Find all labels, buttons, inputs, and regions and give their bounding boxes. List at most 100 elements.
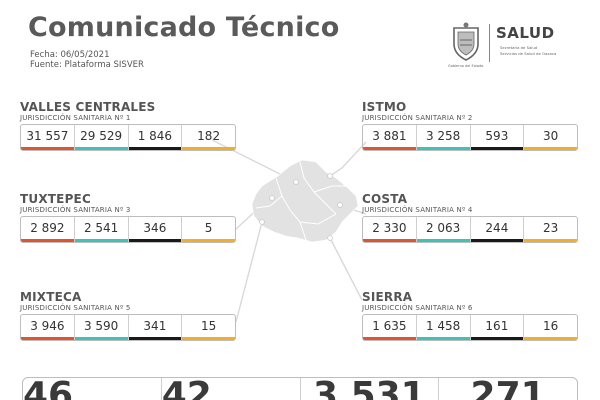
stat-value: 346 — [143, 221, 167, 235]
stat-col2: 3 590 — [74, 315, 129, 340]
region-name: VALLES CENTRALES — [20, 100, 156, 114]
color-bar — [470, 337, 524, 340]
color-bar — [74, 337, 128, 340]
stat-value: 2 330 — [372, 221, 407, 235]
stat-col2: 29 529 — [74, 125, 129, 150]
region-stats: 2 892 2 541 346 5 — [20, 216, 236, 243]
map-marker-costa — [337, 202, 343, 208]
stat-col2: 3 258 — [416, 125, 471, 150]
stat-col3: 1 846 — [128, 125, 183, 150]
color-bar — [128, 337, 182, 340]
region-jurisdiction: JURISDICCIÓN SANITARIA Nº 2 — [362, 114, 473, 122]
stat-col1: 1 635 — [363, 315, 417, 340]
region-name: SIERRA — [362, 290, 413, 304]
total-col3: 3 531 — [301, 378, 440, 400]
stat-col4: 16 — [524, 315, 577, 340]
stat-col1: 31 557 — [21, 125, 75, 150]
region-name: ISTMO — [362, 100, 407, 114]
salud-wordmark: SALUD — [496, 24, 555, 42]
color-bar — [363, 337, 416, 340]
totals-row: 46 241 42 439 3 531 271 — [22, 377, 578, 400]
region-jurisdiction: JURISDICCIÓN SANITARIA Nº 6 — [362, 304, 473, 312]
oaxaca-state-shape — [251, 159, 359, 243]
region-stats: 31 557 29 529 1 846 182 — [20, 124, 236, 151]
stat-value: 2 063 — [425, 221, 461, 235]
region-istmo: ISTMO JURISDICCIÓN SANITARIA Nº 2 3 881 … — [362, 101, 580, 151]
color-bar — [182, 239, 235, 242]
color-bar — [21, 239, 74, 242]
color-bar — [363, 147, 416, 150]
map-marker-mixteca — [259, 219, 265, 225]
region-jurisdiction: JURISDICCIÓN SANITARIA Nº 1 — [20, 114, 131, 122]
stat-value: 1 846 — [137, 129, 173, 143]
total-col4: 271 — [470, 377, 546, 400]
stat-value: 2 892 — [30, 221, 65, 235]
stat-value: 16 — [542, 319, 559, 333]
color-bar — [416, 337, 470, 340]
color-bar — [416, 239, 470, 242]
stat-col3: 161 — [470, 315, 525, 340]
stat-value: 31 557 — [26, 129, 69, 143]
oaxaca-seal-icon — [453, 22, 479, 61]
color-bar — [182, 147, 235, 150]
region-borders — [255, 161, 346, 241]
stat-col3: 341 — [128, 315, 183, 340]
region-name: MIXTECA — [20, 290, 82, 304]
region-name: COSTA — [362, 192, 408, 206]
stat-col3: 593 — [470, 125, 525, 150]
color-bar — [128, 147, 182, 150]
region-jurisdiction: JURISDICCIÓN SANITARIA Nº 5 — [20, 304, 131, 312]
stat-value: 3 590 — [83, 319, 119, 333]
stat-col1: 2 330 — [363, 217, 417, 242]
stat-value: 3 881 — [372, 129, 407, 143]
stat-value: 3 946 — [30, 319, 65, 333]
stat-value: 15 — [200, 319, 217, 333]
stat-value: 593 — [485, 129, 509, 143]
region-stats: 3 881 3 258 593 30 — [362, 124, 578, 151]
salud-subtitle-2: Servicios de Salud de Oaxaca — [500, 51, 557, 56]
stat-col2: 2 063 — [416, 217, 471, 242]
stat-value: 23 — [542, 221, 559, 235]
stat-col4: 23 — [524, 217, 577, 242]
color-bar — [128, 239, 182, 242]
map-marker-sierra — [327, 235, 333, 241]
stat-value: 341 — [143, 319, 167, 333]
color-bar — [524, 147, 577, 150]
color-bar — [182, 337, 235, 340]
stat-col3: 244 — [470, 217, 525, 242]
stat-value: 29 529 — [80, 129, 123, 143]
region-mixteca: MIXTECA JURISDICCIÓN SANITARIA Nº 5 3 94… — [20, 291, 238, 341]
total-col2: 42 439 — [162, 378, 301, 400]
region-stats: 2 330 2 063 244 23 — [362, 216, 578, 243]
stat-col3: 346 — [128, 217, 183, 242]
logo-divider — [489, 24, 490, 62]
stat-value: 5 — [204, 221, 213, 235]
stat-value: 182 — [197, 129, 221, 143]
region-costa: COSTA JURISDICCIÓN SANITARIA Nº 4 2 330 … — [362, 193, 580, 243]
stat-col4: 15 — [182, 315, 235, 340]
map-marker-valles — [293, 179, 299, 185]
color-bar — [363, 239, 416, 242]
map-marker-tuxtepec — [269, 195, 275, 201]
salud-subtitle-1: Secretaría de Salud — [500, 45, 538, 50]
region-stats: 3 946 3 590 341 15 — [20, 314, 236, 341]
color-bar — [74, 239, 128, 242]
report-date: Fecha: 06/05/2021 — [30, 50, 110, 60]
stat-col2: 2 541 — [74, 217, 129, 242]
seal-caption: Gobierno del Estado — [448, 64, 484, 68]
region-stats: 1 635 1 458 161 16 — [362, 314, 578, 341]
stat-value: 161 — [485, 319, 509, 333]
region-name: TUXTEPEC — [20, 192, 91, 206]
stat-col1: 3 946 — [21, 315, 75, 340]
stat-value: 244 — [485, 221, 509, 235]
total-col1: 46 241 — [23, 378, 162, 400]
color-bar — [470, 147, 524, 150]
map-marker-istmo — [327, 173, 333, 179]
stat-col4: 5 — [182, 217, 235, 242]
color-bar — [21, 147, 74, 150]
stat-value: 1 635 — [372, 319, 407, 333]
region-jurisdiction: JURISDICCIÓN SANITARIA Nº 3 — [20, 206, 131, 214]
region-sierra: SIERRA JURISDICCIÓN SANITARIA Nº 6 1 635… — [362, 291, 580, 341]
salud-logo: Gobierno del Estado SALUD Secretaría de … — [444, 20, 584, 68]
